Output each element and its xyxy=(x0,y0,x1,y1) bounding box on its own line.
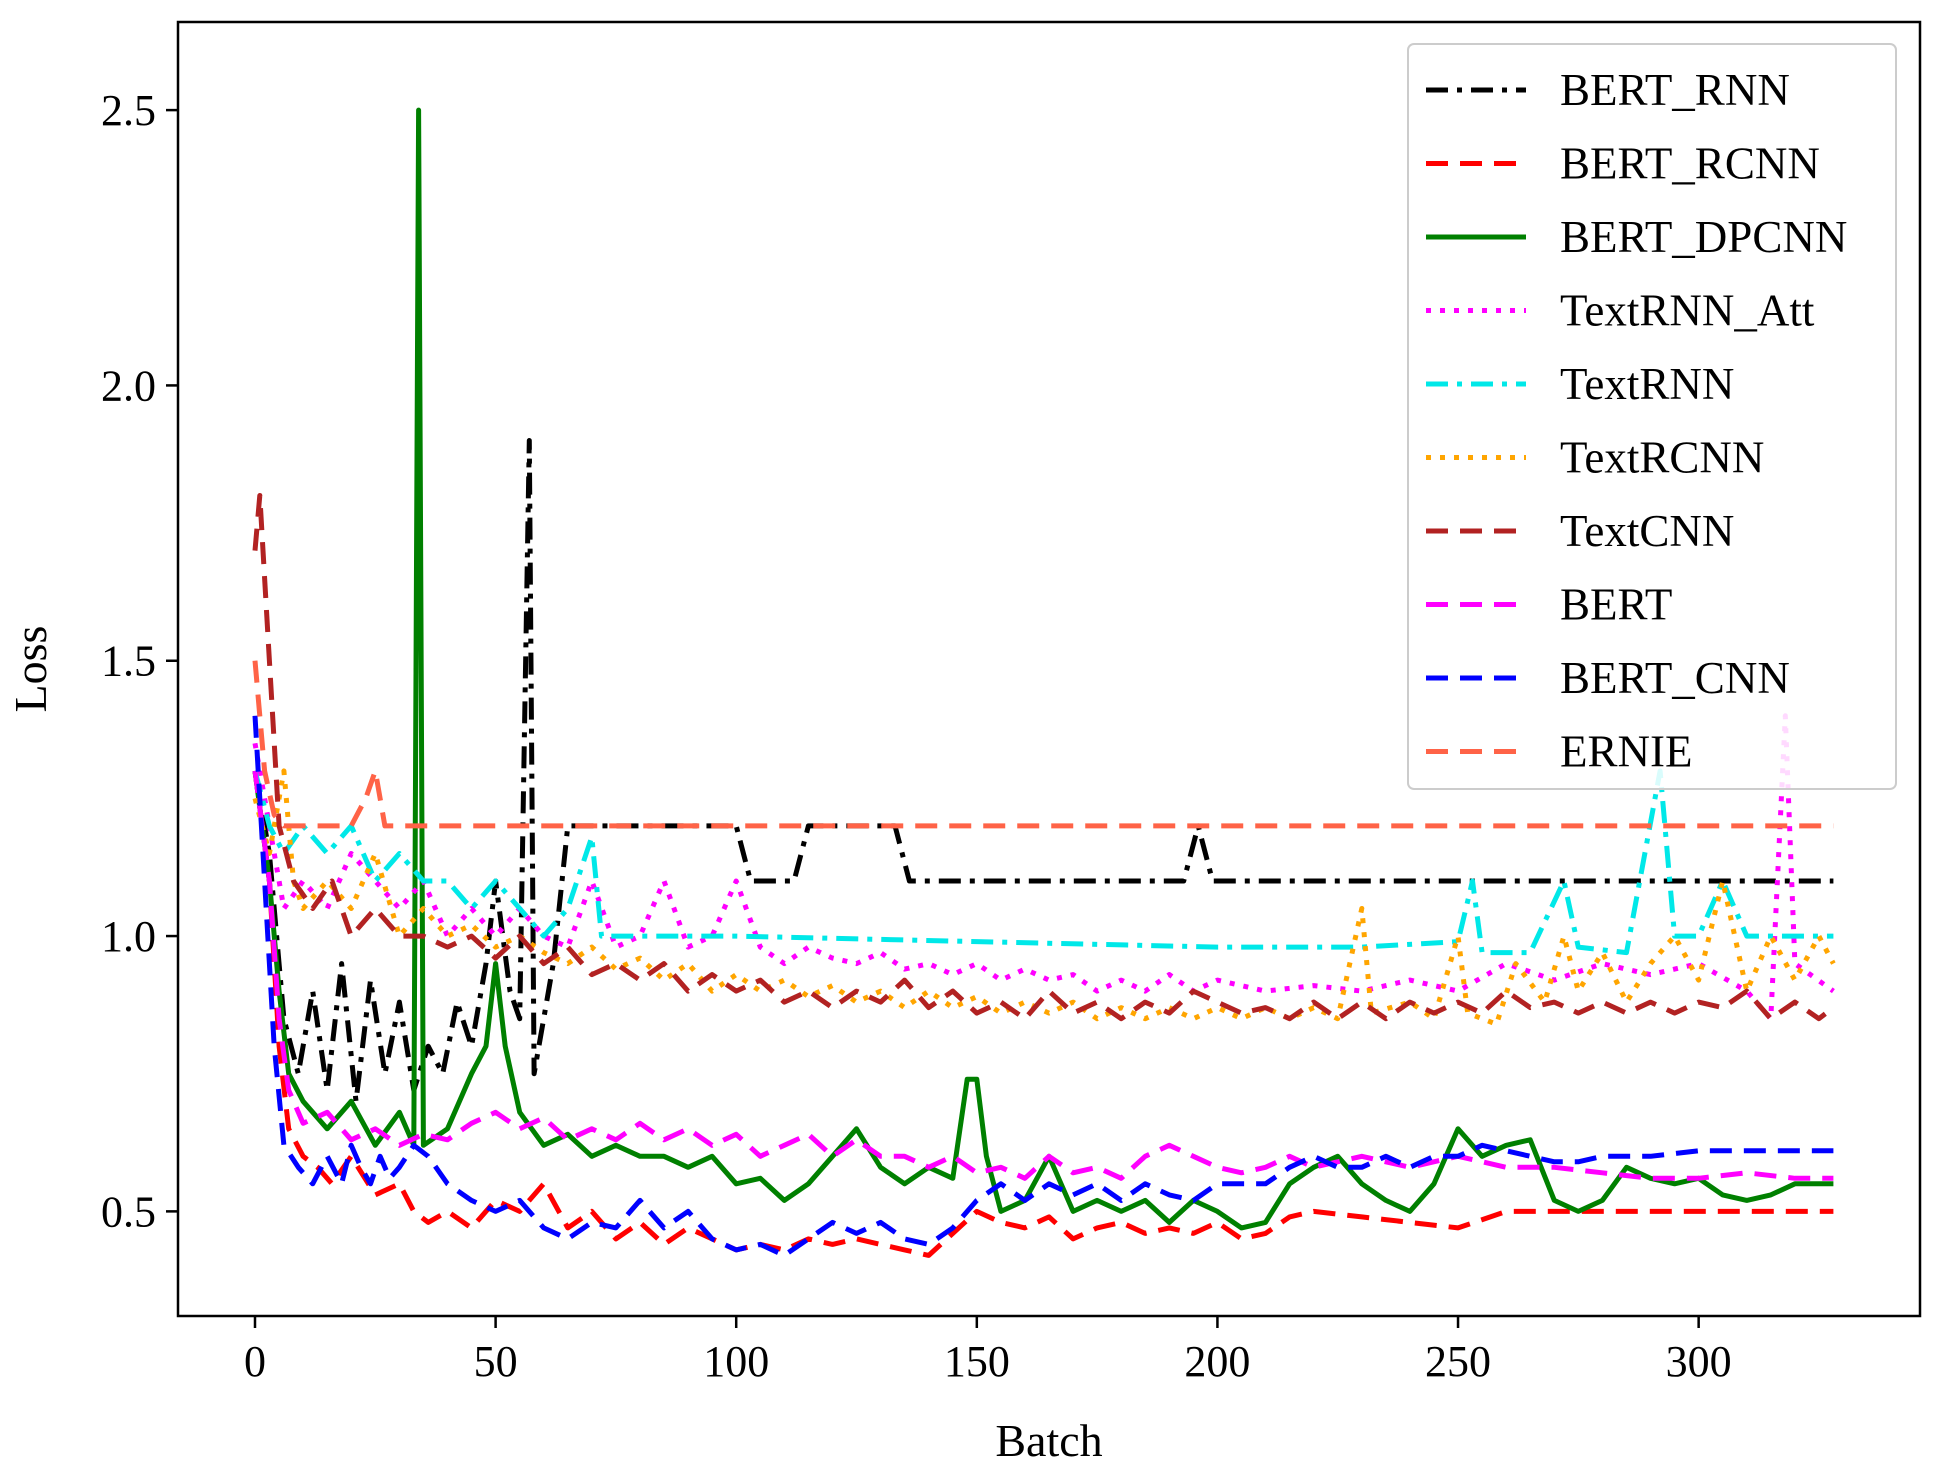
y-tick-label: 2.0 xyxy=(101,361,156,410)
series-line-bert-cnn xyxy=(252,715,1834,1258)
legend-box xyxy=(1407,43,1897,790)
y-axis-ticks: 0.5 1.0 1.5 2.0 2.5 xyxy=(101,86,178,1236)
legend: BERT_RNN BERT_RCNN BERT_DPCNN TextRNN_Att Te… xyxy=(1407,43,1897,790)
series-line-textcnn xyxy=(252,493,1835,1022)
x-axis-ticks: 0 50 100 150 200 250 300 xyxy=(244,1316,1732,1386)
x-tick-label: 300 xyxy=(1666,1337,1732,1386)
legend-label: TextRNN_Att xyxy=(1560,286,1815,336)
series-line-bert-dpcnn xyxy=(252,107,1834,1231)
y-axis-label: Loss xyxy=(5,626,56,713)
legend-label: TextRCNN xyxy=(1560,433,1764,483)
series-line-ernie xyxy=(252,660,1834,829)
legend-label: ERNIE xyxy=(1560,727,1692,777)
y-tick-label: 1.5 xyxy=(101,637,156,686)
y-tick-label: 2.5 xyxy=(101,86,156,135)
series-line-textrnn xyxy=(252,768,1834,956)
x-tick-label: 150 xyxy=(944,1337,1010,1386)
x-tick-label: 250 xyxy=(1425,1337,1491,1386)
series-line-bert xyxy=(252,770,1834,1181)
x-tick-label: 100 xyxy=(703,1337,769,1386)
y-tick-label: 0.5 xyxy=(101,1187,156,1236)
legend-label: BERT xyxy=(1560,580,1672,630)
series-line-textrnn-att xyxy=(252,713,1835,1022)
legend-label: TextRNN xyxy=(1560,359,1734,409)
x-tick-label: 200 xyxy=(1184,1337,1250,1386)
x-tick-label: 0 xyxy=(244,1337,266,1386)
legend-label: BERT_CNN xyxy=(1560,653,1790,703)
legend-label: BERT_DPCNN xyxy=(1560,212,1847,262)
x-axis-label: Batch xyxy=(995,1415,1102,1466)
legend-label: BERT_RNN xyxy=(1560,65,1790,115)
y-tick-label: 1.0 xyxy=(101,912,156,961)
legend-label: TextCNN xyxy=(1560,506,1734,556)
legend-label: BERT_RCNN xyxy=(1560,139,1820,189)
axes-frame xyxy=(176,20,1922,1318)
x-tick-label: 50 xyxy=(474,1337,518,1386)
plot-area xyxy=(252,107,1836,1258)
